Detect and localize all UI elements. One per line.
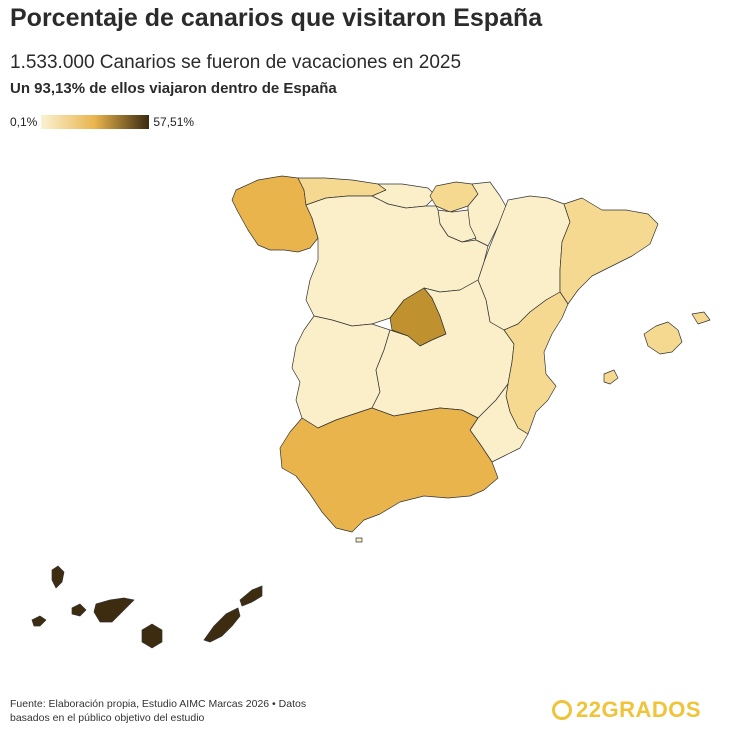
brand-name: 22GRADOS: [576, 697, 702, 722]
region-baleares-mallorca: [643, 321, 683, 355]
region-cataluna: [559, 197, 659, 305]
region-canarias-fuerteventura: [203, 607, 241, 643]
region-canarias-el-hierro: [31, 615, 47, 627]
region-baleares-menorca: [691, 311, 711, 325]
legend-gradient-bar: [41, 115, 150, 129]
region-canarias-tenerife: [93, 597, 135, 623]
highlight-text: Un 93,13% de ellos viajaron dentro de Es…: [10, 80, 337, 97]
region-canarias-gran-canaria: [141, 623, 163, 649]
region-galicia: [231, 175, 319, 253]
color-legend: 0,1% 57,51%: [10, 114, 194, 130]
sun-ring-icon: [552, 700, 572, 720]
source-note: Fuente: Elaboración propia, Estudio AIMC…: [10, 698, 307, 724]
page-title: Porcentaje de canarios que visitaron Esp…: [10, 4, 543, 32]
region-ceuta: [355, 537, 363, 543]
legend-min-label: 0,1%: [10, 115, 38, 129]
legend-max-label: 57,51%: [153, 115, 195, 129]
region-canarias-la-gomera: [71, 603, 87, 617]
brand-logo: 22GRADOS: [552, 697, 701, 723]
page-subtitle: 1.533.000 Canarios se fueron de vacacion…: [10, 52, 462, 73]
region-andalucia: [279, 407, 499, 533]
region-canarias-lanzarote: [239, 585, 263, 607]
region-baleares-ibiza: [603, 369, 619, 385]
region-canarias-la-palma: [51, 565, 65, 589]
